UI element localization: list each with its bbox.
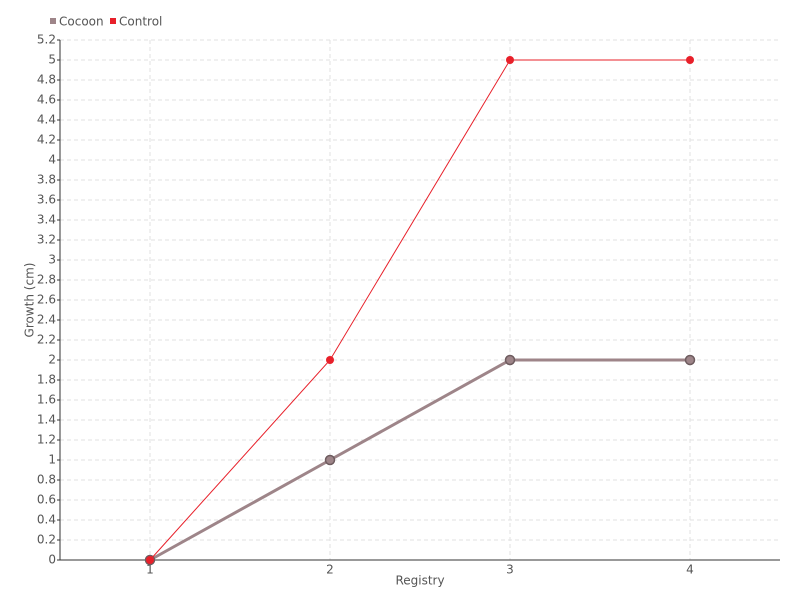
y-tick-label: 3	[48, 253, 56, 267]
y-tick-label: 2	[48, 353, 56, 367]
y-tick-label: 1.2	[37, 433, 56, 447]
y-tick-label: 0.6	[37, 493, 56, 507]
y-tick-label: 0	[48, 553, 56, 567]
y-tick-label: 3.8	[37, 173, 56, 187]
y-tick-label: 1.4	[37, 413, 56, 427]
y-tick-label: 0.4	[37, 513, 56, 527]
legend-label: Control	[119, 15, 162, 29]
y-tick-label: 4.4	[37, 113, 56, 127]
legend-swatch	[110, 18, 116, 24]
y-tick-label: 2.8	[37, 273, 56, 287]
y-tick-label: 2.4	[37, 313, 56, 327]
y-tick-label: 1.8	[37, 373, 56, 387]
data-point	[326, 356, 334, 364]
y-tick-label: 3.2	[37, 233, 56, 247]
data-point	[146, 556, 154, 564]
y-tick-label: 2.6	[37, 293, 56, 307]
y-tick-label: 2.2	[37, 333, 56, 347]
x-tick-label: 3	[506, 563, 514, 577]
data-point	[504, 354, 516, 366]
y-tick-label: 5.2	[37, 33, 56, 47]
y-tick-label: 0.8	[37, 473, 56, 487]
legend-swatch	[50, 18, 56, 24]
y-tick-label: 1.6	[37, 393, 56, 407]
y-tick-label: 4	[48, 153, 56, 167]
x-tick-label: 4	[686, 563, 694, 577]
series-line	[149, 358, 690, 562]
y-tick-label: 4.8	[37, 73, 56, 87]
y-tick-label: 4.6	[37, 93, 56, 107]
series-line	[149, 59, 690, 561]
x-tick-label: 2	[326, 563, 334, 577]
data-point	[506, 56, 514, 64]
y-tick-label: 3.6	[37, 193, 56, 207]
y-tick-label: 3.4	[37, 213, 56, 227]
y-tick-label: 5	[48, 53, 56, 67]
x-axis-label: Registry	[395, 574, 444, 588]
data-point	[686, 56, 694, 64]
x-tick-label: 1	[146, 563, 154, 577]
data-point	[684, 354, 696, 366]
y-tick-label: 4.2	[37, 133, 56, 147]
y-axis-label: Growth (cm)	[23, 263, 37, 338]
legend-label: Cocoon	[59, 15, 104, 29]
y-tick-label: 0.2	[37, 533, 56, 547]
data-point	[324, 454, 336, 466]
y-tick-label: 1	[48, 453, 56, 467]
